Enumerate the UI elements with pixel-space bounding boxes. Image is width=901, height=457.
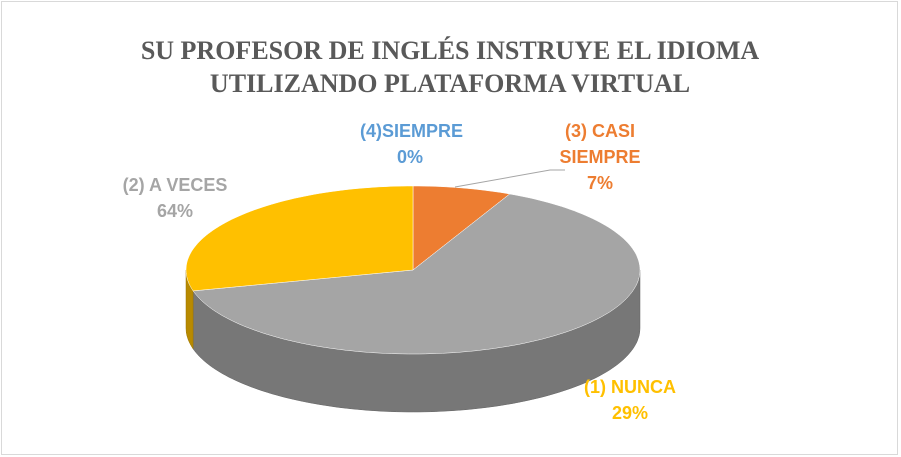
value-label: 0% <box>396 147 423 167</box>
slice <box>185 185 414 292</box>
leader-line <box>454 169 565 188</box>
data-label: (2) A VECES 64% <box>110 172 240 224</box>
data-label: (3) CASI SIEMPRE 7% <box>545 118 655 196</box>
chart-title: SU PROFESOR DE INGLÉS INSTRUYE EL IDIOMA… <box>140 36 760 98</box>
value-label: 7% <box>586 173 613 193</box>
value-label: 64% <box>156 201 194 221</box>
category-label: (1) NUNCA <box>584 377 676 397</box>
slice <box>412 185 511 271</box>
data-label: (4)SIEMPRE 0% <box>360 118 464 170</box>
data-label: (1) NUNCA 29% <box>555 374 705 426</box>
slice <box>192 193 641 355</box>
category-label: (2) A VECES <box>122 175 228 195</box>
value-label: 29% <box>611 403 649 423</box>
category-label: (3) CASI SIEMPRE <box>559 121 641 167</box>
category-label: (4)SIEMPRE <box>360 121 464 141</box>
